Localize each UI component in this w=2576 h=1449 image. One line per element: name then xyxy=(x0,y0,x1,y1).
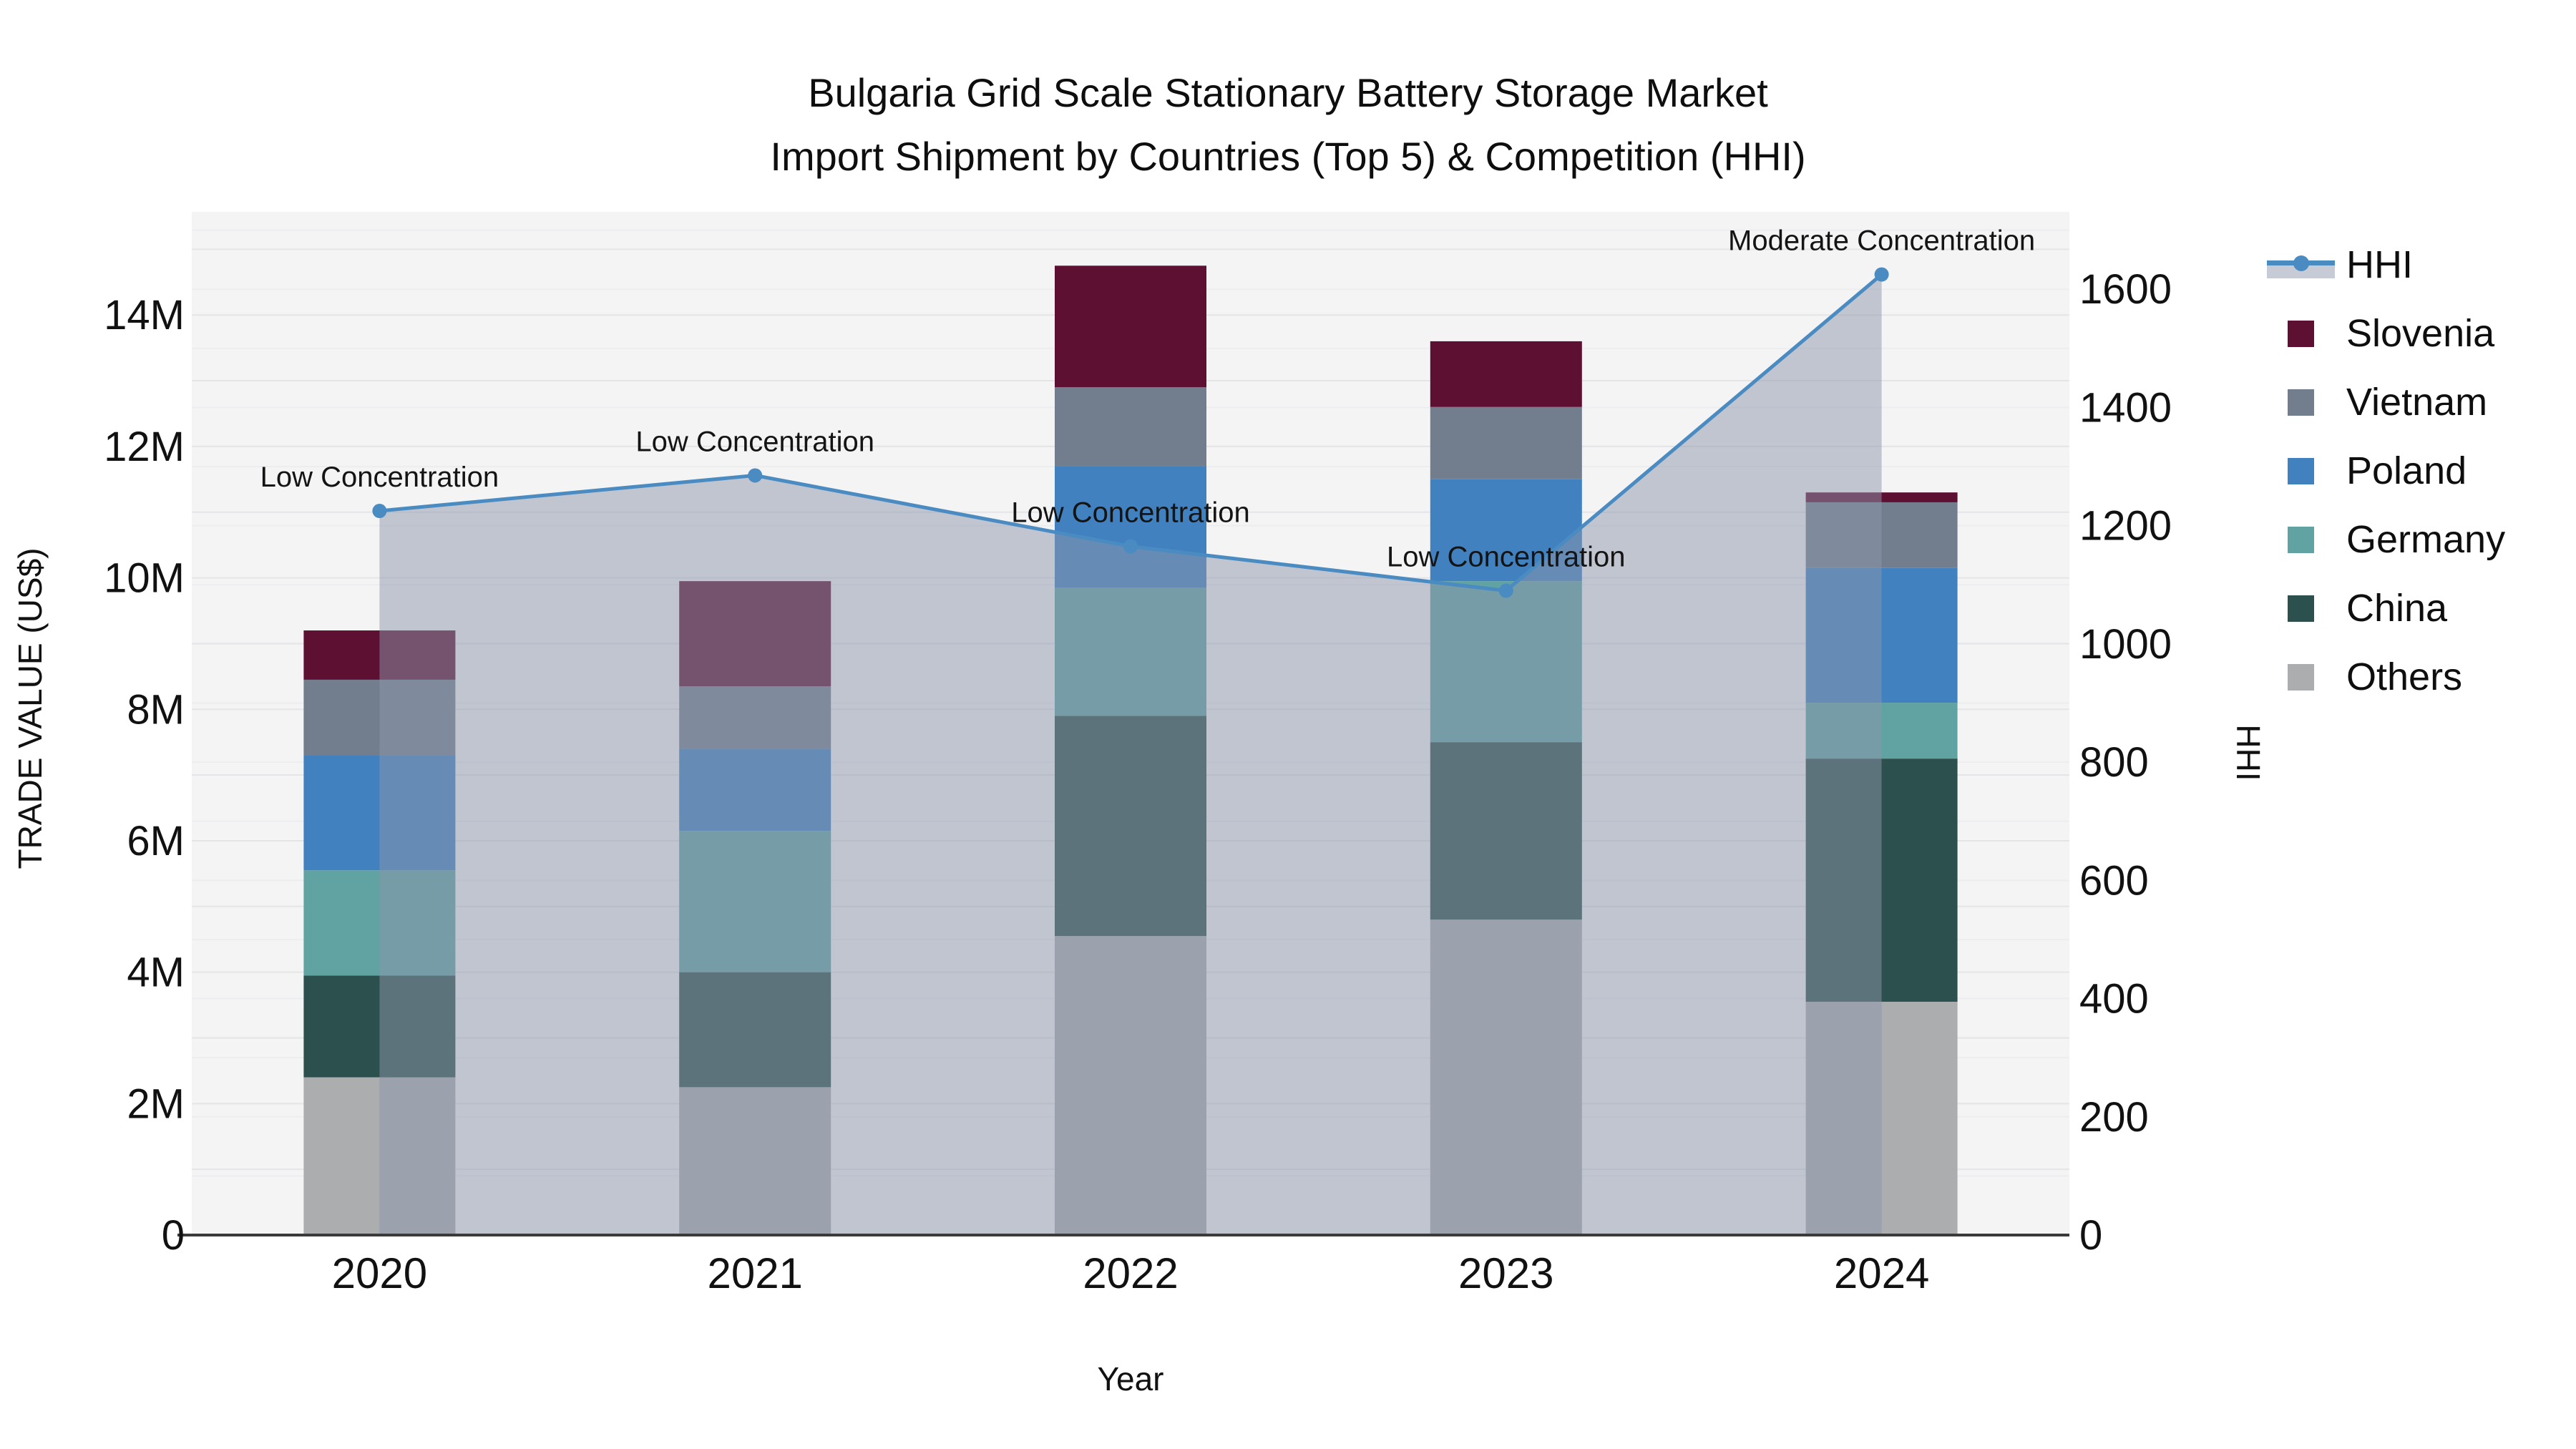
color-swatch-icon xyxy=(2267,655,2335,698)
x-axis-title: Year xyxy=(1097,1360,1164,1397)
annotation-2024: Moderate Concentration xyxy=(1728,225,2035,257)
y-left-tick-12M: 12M xyxy=(104,424,185,470)
legend: HHI Slovenia Vietnam Poland Germany Chin… xyxy=(2267,230,2505,711)
y-right-tick-400: 400 xyxy=(2079,976,2149,1023)
bar-segment-2023-slovenia[interactable] xyxy=(1430,341,1582,407)
color-swatch-icon xyxy=(2267,587,2335,630)
hhi-marker-2022[interactable] xyxy=(1123,539,1138,554)
hhi-line-swatch-icon xyxy=(2267,243,2335,286)
color-swatch-icon xyxy=(2267,449,2335,492)
hhi-marker-2020[interactable] xyxy=(372,504,387,519)
bar-segment-2022-vietnam[interactable] xyxy=(1055,387,1206,467)
hhi-area-fill xyxy=(379,274,1882,1235)
legend-item-hhi[interactable]: HHI xyxy=(2267,230,2505,299)
hhi-marker-2024[interactable] xyxy=(1874,267,1889,282)
x-tick-2020: 2020 xyxy=(332,1249,427,1297)
x-tick-2023: 2023 xyxy=(1458,1249,1553,1297)
legend-item-slovenia[interactable]: Slovenia xyxy=(2267,299,2505,368)
x-tick-2024: 2024 xyxy=(1834,1249,1929,1297)
legend-item-china[interactable]: China xyxy=(2267,574,2505,643)
legend-item-poland[interactable]: Poland xyxy=(2267,436,2505,505)
legend-item-vietnam[interactable]: Vietnam xyxy=(2267,368,2505,436)
y-left-tick-8M: 8M xyxy=(127,686,185,733)
bar-segment-2023-vietnam[interactable] xyxy=(1430,406,1582,479)
chart-title-line1: Bulgaria Grid Scale Stationary Battery S… xyxy=(808,70,1768,115)
y-right-tick-800: 800 xyxy=(2079,739,2149,786)
chart-title-line2: Import Shipment by Countries (Top 5) & C… xyxy=(770,134,1806,179)
y-right-tick-1400: 1400 xyxy=(2079,384,2172,431)
y-axis-title-left: TRADE VALUE (US$) xyxy=(11,547,49,869)
legend-item-germany[interactable]: Germany xyxy=(2267,505,2505,574)
y-right-tick-1200: 1200 xyxy=(2079,503,2172,550)
color-swatch-icon xyxy=(2267,381,2335,424)
y-left-tick-14M: 14M xyxy=(104,292,185,338)
y-right-tick-200: 200 xyxy=(2079,1094,2149,1141)
x-tick-2022: 2022 xyxy=(1083,1249,1178,1297)
y-left-tick-4M: 4M xyxy=(127,950,185,996)
x-tick-2021: 2021 xyxy=(707,1249,802,1297)
y-left-tick-10M: 10M xyxy=(104,555,185,602)
y-right-tick-0: 0 xyxy=(2079,1212,2102,1259)
y-left-tick-2M: 2M xyxy=(127,1080,185,1127)
legend-label: China xyxy=(2346,587,2448,630)
legend-label: Slovenia xyxy=(2346,312,2495,355)
annotation-2021: Low Concentration xyxy=(635,426,874,457)
y-left-tick-0: 0 xyxy=(162,1212,185,1259)
y-right-tick-600: 600 xyxy=(2079,857,2149,904)
annotation-2020: Low Concentration xyxy=(260,462,499,493)
legend-item-others[interactable]: Others xyxy=(2267,643,2505,711)
y-left-tick-6M: 6M xyxy=(127,818,185,864)
annotation-2023: Low Concentration xyxy=(1387,542,1626,573)
legend-label: Vietnam xyxy=(2346,381,2488,424)
legend-label: Poland xyxy=(2346,449,2467,492)
y-right-tick-1000: 1000 xyxy=(2079,621,2172,668)
y-right-tick-1600: 1600 xyxy=(2079,266,2172,313)
color-swatch-icon xyxy=(2267,312,2335,355)
legend-label: HHI xyxy=(2346,243,2413,286)
color-swatch-icon xyxy=(2267,518,2335,561)
bar-segment-2022-slovenia[interactable] xyxy=(1055,265,1206,388)
legend-label: Others xyxy=(2346,655,2463,698)
legend-label: Germany xyxy=(2346,518,2506,561)
hhi-marker-2023[interactable] xyxy=(1498,583,1513,598)
y-axis-title-right: HHI xyxy=(2230,724,2267,781)
hhi-marker-2021[interactable] xyxy=(748,468,763,483)
annotation-2022: Low Concentration xyxy=(1011,497,1250,529)
